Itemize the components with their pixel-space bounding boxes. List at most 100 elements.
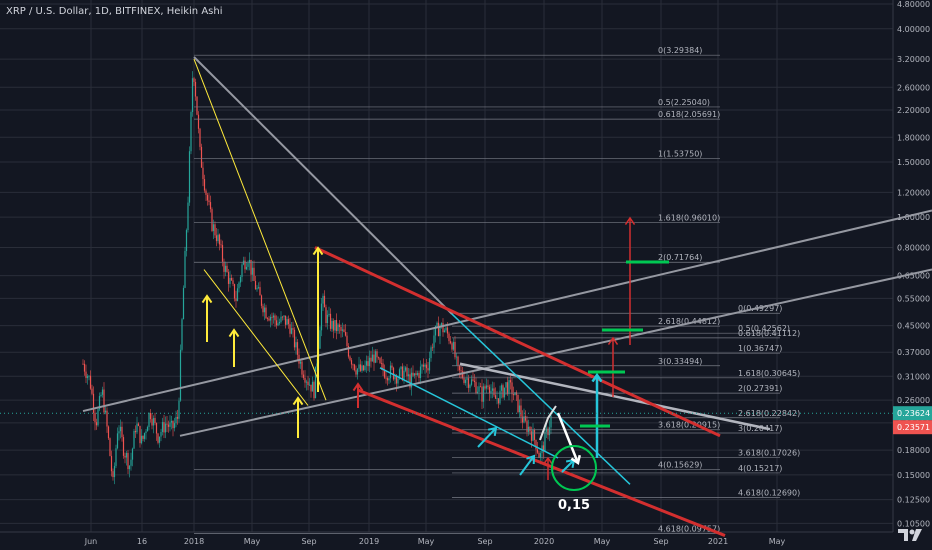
candle-body: [229, 278, 231, 284]
time-tick-label: May: [594, 537, 611, 546]
candle-body: [313, 381, 315, 399]
candle-body: [397, 378, 399, 384]
candle-body: [200, 146, 203, 168]
time-tick-label: 2019: [359, 537, 379, 546]
candle-body: [478, 386, 480, 392]
price-tag-bg: [893, 420, 932, 435]
candle-body: [389, 365, 392, 379]
candle-body: [221, 245, 224, 262]
candle-body: [523, 416, 525, 423]
candle-body: [524, 416, 527, 421]
price-tick-label: 0.26000: [897, 396, 930, 405]
red-arrow-up: [542, 456, 554, 480]
candle-body: [449, 341, 452, 344]
candle-body: [463, 377, 465, 383]
cyan-arrow-up: [591, 372, 603, 458]
arrow-head: [526, 454, 536, 465]
candle-body: [383, 370, 386, 378]
candle-body: [440, 323, 443, 327]
price-tick-label: 0.15000: [897, 471, 930, 480]
candle-body: [181, 319, 183, 350]
candle-body: [136, 423, 138, 433]
candle-body: [262, 305, 264, 313]
candle-body: [167, 424, 170, 427]
candle-body: [337, 324, 339, 331]
candle-body: [142, 435, 144, 439]
fib-level-label: 4.618(0.09757): [658, 524, 720, 533]
candle-body: [487, 385, 489, 387]
red-channel-upper: [314, 246, 721, 438]
candle-body: [220, 244, 222, 246]
candle-body: [211, 209, 213, 232]
candle-body: [250, 259, 252, 275]
candle-body: [122, 437, 125, 456]
candle-body: [430, 347, 432, 359]
candle-body: [325, 307, 327, 324]
fib-level-label: 2(0.71764): [658, 253, 702, 262]
candle-body: [526, 420, 528, 432]
arrow-head: [228, 328, 240, 338]
last-price-tag: 0.23624: [893, 406, 932, 421]
candle-body: [232, 280, 234, 285]
fib-level-label: 4.618(0.12690): [738, 489, 800, 498]
red-arrow-up: [607, 336, 619, 397]
arrow-head: [352, 382, 364, 392]
candle-body: [527, 426, 530, 432]
candle-body: [160, 431, 162, 437]
candle-body: [197, 114, 200, 129]
candle-body: [539, 453, 542, 458]
secondary-price-tag: 0.23571: [893, 420, 932, 435]
red-channel-lower: [357, 388, 726, 537]
candle-body: [115, 448, 117, 466]
candle-body: [331, 320, 333, 329]
candle-body: [101, 389, 104, 395]
arrow-head: [607, 336, 619, 346]
yellow-trend-upper: [193, 58, 327, 401]
candle-body: [278, 321, 281, 324]
candle-body: [472, 379, 474, 381]
candle-body: [419, 366, 422, 379]
candle-body: [424, 364, 426, 367]
candle-body: [428, 358, 431, 371]
candle-body: [509, 380, 512, 383]
white-arrow-down: [556, 412, 581, 466]
candle-body: [121, 426, 123, 438]
time-tick-label: Sep: [653, 537, 668, 546]
candle-body: [253, 267, 255, 281]
candle-body: [293, 329, 296, 348]
time-tick-label: Jun: [84, 537, 98, 546]
candle-body: [388, 378, 390, 381]
price-tick-label: 0.45000: [897, 322, 930, 331]
candle-body: [299, 361, 302, 364]
candle-body: [395, 375, 398, 384]
candle-body: [146, 427, 149, 432]
candle-body: [103, 389, 105, 413]
candle-body: [373, 354, 375, 363]
candle-body: [544, 431, 546, 452]
candle-body: [190, 112, 192, 152]
candle-body: [436, 322, 438, 326]
candle-body: [338, 324, 341, 327]
candle-body: [113, 465, 116, 478]
candle-body: [230, 278, 233, 281]
price-tick-label: 0.55000: [897, 294, 930, 303]
candle-body: [172, 420, 174, 429]
candle-body: [145, 431, 147, 434]
candle-body: [446, 327, 449, 334]
candle-body: [355, 370, 357, 375]
candle-body: [217, 234, 219, 242]
fib-level-label: 1.618(0.30645): [738, 369, 800, 378]
candle-body: [461, 371, 464, 378]
candle-body: [493, 388, 495, 396]
candle-body: [442, 323, 444, 333]
candle-body: [550, 415, 552, 428]
candle-body: [347, 345, 350, 357]
candle-body: [295, 342, 297, 348]
candle-body: [149, 413, 152, 420]
time-tick-label: 2021: [708, 537, 728, 546]
candle-body: [520, 405, 522, 417]
candle-body: [265, 307, 267, 319]
candle-body: [287, 319, 290, 325]
candle-body: [368, 357, 371, 367]
